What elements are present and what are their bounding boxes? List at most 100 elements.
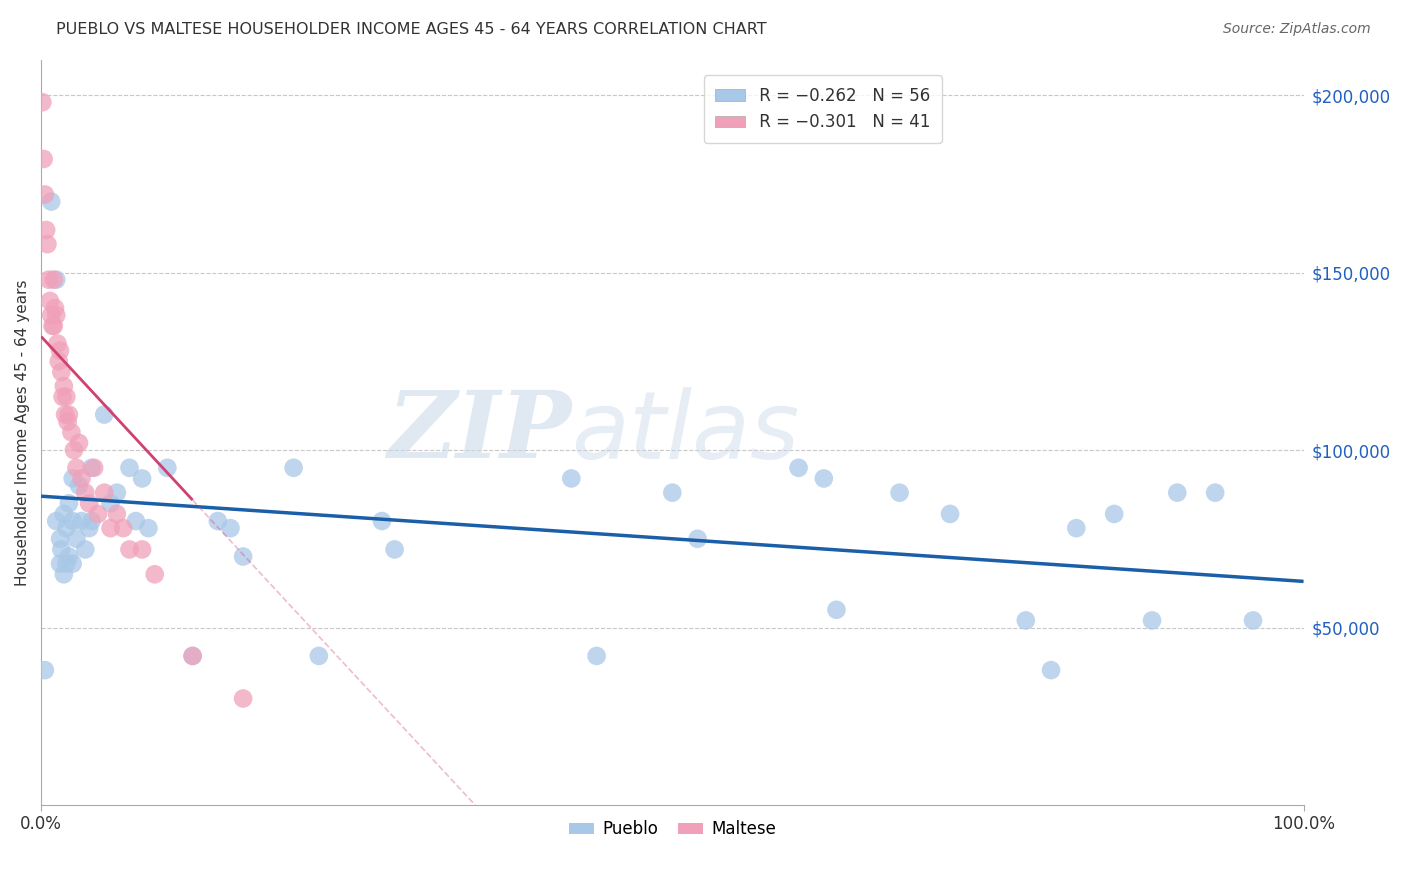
Point (143, 567, 166, 582)
Point (384, 542, 406, 557)
Point (156, 460, 179, 475)
Point (77, 496, 100, 510)
Point (39, 293, 62, 308)
Point (58, 496, 80, 510)
Point (42, 318, 65, 333)
Point (46, 336, 69, 351)
Point (283, 460, 305, 475)
Point (308, 648, 330, 663)
Text: Source: ZipAtlas.com: Source: ZipAtlas.com (1223, 22, 1371, 37)
Point (105, 485, 128, 500)
Point (42, 273, 65, 287)
Point (60, 425, 83, 440)
Point (52, 567, 75, 582)
Point (62, 557, 84, 571)
Point (55, 557, 77, 571)
Point (56, 415, 79, 429)
Point (105, 507, 128, 521)
Y-axis label: Householder Income Ages 45 - 64 years: Householder Income Ages 45 - 64 years (15, 279, 30, 585)
Point (52, 507, 75, 521)
Point (39, 194, 62, 209)
Point (787, 460, 810, 475)
Point (55, 390, 77, 404)
Point (31, 95, 53, 110)
Point (65, 460, 87, 475)
Point (118, 460, 141, 475)
Text: atlas: atlas (571, 387, 800, 478)
Point (131, 471, 153, 485)
Point (49, 557, 72, 571)
Point (70, 514, 93, 528)
Point (70, 471, 93, 485)
Point (37, 237, 59, 252)
Point (55, 521, 77, 535)
Point (207, 514, 229, 528)
Point (93, 485, 115, 500)
Point (889, 485, 911, 500)
Point (1015, 614, 1038, 628)
Point (67, 478, 90, 492)
Point (1140, 614, 1163, 628)
Point (75, 485, 97, 500)
Point (686, 532, 709, 546)
Point (45, 514, 67, 528)
Legend: Pueblo, Maltese: Pueblo, Maltese (562, 814, 783, 845)
Point (112, 521, 135, 535)
Point (58, 408, 80, 422)
Point (560, 471, 582, 485)
Point (45, 308, 67, 322)
Point (58, 549, 80, 564)
Point (371, 514, 394, 528)
Point (1241, 614, 1264, 628)
Point (1102, 507, 1125, 521)
Point (51, 365, 73, 379)
Point (80, 514, 103, 528)
Point (232, 549, 254, 564)
Point (41, 318, 63, 333)
Point (67, 436, 90, 450)
Point (48, 354, 70, 368)
Point (939, 507, 962, 521)
Point (1166, 485, 1188, 500)
Point (1204, 485, 1226, 500)
Point (131, 542, 153, 557)
Point (181, 648, 204, 663)
Text: PUEBLO VS MALTESE HOUSEHOLDER INCOME AGES 45 - 64 YEARS CORRELATION CHART: PUEBLO VS MALTESE HOUSEHOLDER INCOME AGE… (56, 22, 766, 37)
Point (825, 603, 848, 617)
Point (585, 648, 607, 663)
Point (49, 343, 72, 358)
Point (138, 521, 160, 535)
Point (80, 460, 103, 475)
Point (51, 542, 73, 557)
Point (63, 443, 86, 458)
Point (44, 301, 66, 315)
Point (93, 408, 115, 422)
Point (65, 532, 87, 546)
Point (118, 542, 141, 557)
Point (813, 471, 835, 485)
Point (232, 691, 254, 706)
Point (661, 485, 683, 500)
Point (1066, 521, 1088, 535)
Point (100, 496, 122, 510)
Point (49, 532, 72, 546)
Point (87, 507, 110, 521)
Point (52, 390, 75, 404)
Point (83, 460, 105, 475)
Point (45, 273, 67, 287)
Point (125, 514, 148, 528)
Point (219, 521, 242, 535)
Point (1040, 663, 1063, 677)
Text: ZIP: ZIP (387, 387, 571, 477)
Point (77, 521, 100, 535)
Point (34, 187, 56, 202)
Point (181, 648, 204, 663)
Point (62, 471, 84, 485)
Point (35, 223, 58, 237)
Point (100, 521, 122, 535)
Point (32, 152, 55, 166)
Point (62, 514, 84, 528)
Point (39, 308, 62, 322)
Point (52, 379, 75, 393)
Point (75, 542, 97, 557)
